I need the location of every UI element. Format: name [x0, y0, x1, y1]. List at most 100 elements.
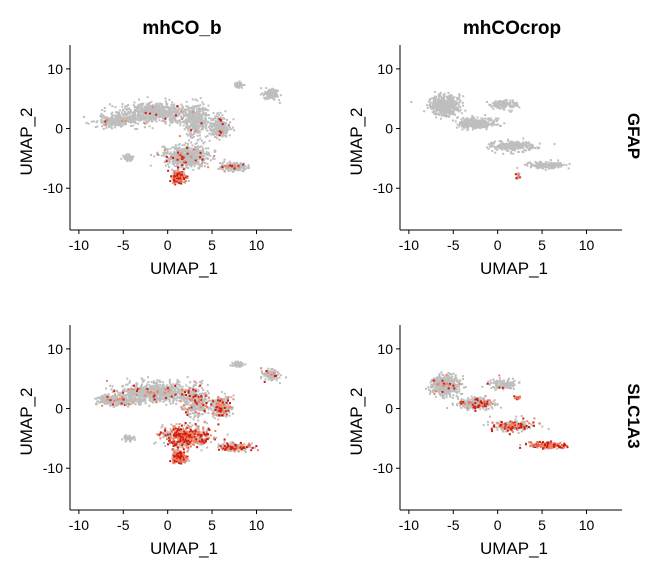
cell-point	[536, 147, 539, 150]
cell-point	[124, 106, 127, 109]
cell-point	[130, 387, 132, 390]
cell-point	[502, 142, 505, 145]
cell-point	[204, 135, 207, 138]
cell-point	[219, 167, 222, 170]
cell-point	[488, 119, 491, 122]
cell-point	[151, 388, 154, 391]
cell-point	[126, 112, 129, 115]
cell-point	[207, 126, 210, 129]
cell-point	[445, 103, 448, 106]
cell-point	[142, 109, 145, 112]
cell-point	[458, 121, 461, 124]
cell-point	[179, 385, 182, 388]
cell-point	[130, 390, 133, 392]
cell-point	[134, 108, 137, 111]
cell-point	[162, 393, 165, 396]
expressing-cell-point	[186, 175, 189, 178]
cell-point	[184, 147, 187, 149]
cell-point	[472, 128, 474, 131]
cell-point	[519, 147, 522, 150]
cell-point	[171, 177, 174, 179]
cell-point	[159, 396, 162, 399]
cell-point	[188, 107, 191, 110]
cell-point	[150, 397, 153, 400]
cell-point	[240, 163, 243, 166]
cell-point	[143, 399, 146, 402]
cell-point	[96, 125, 99, 128]
cell-point	[156, 106, 159, 109]
cell-point	[493, 142, 495, 145]
cell-point	[557, 159, 560, 162]
cell-point	[487, 123, 490, 126]
cell-point	[150, 381, 153, 383]
cell-point	[216, 112, 219, 115]
cell-point	[190, 147, 193, 150]
cell-point	[442, 101, 445, 104]
cell-point	[224, 110, 227, 113]
cell-point	[159, 102, 162, 105]
cell-point	[199, 97, 202, 99]
cell-point	[504, 99, 507, 102]
y-tick-label: -10	[43, 180, 63, 196]
cell-point	[133, 120, 135, 123]
cell-point	[502, 107, 505, 110]
cell-point	[145, 117, 148, 120]
cell-point	[192, 117, 195, 120]
cell-point	[160, 103, 163, 106]
expressing-cell-point	[184, 181, 186, 184]
cell-point	[171, 121, 174, 124]
cell-point	[534, 147, 536, 149]
cell-point	[264, 91, 267, 94]
cell-point	[445, 115, 448, 118]
cell-point	[464, 125, 466, 128]
cell-point	[239, 166, 242, 168]
cell-point	[449, 99, 451, 102]
expressing-cell-point	[143, 122, 146, 124]
cell-point	[557, 166, 560, 169]
cell-point	[200, 139, 203, 142]
cell-point	[487, 121, 489, 124]
cell-point	[451, 101, 454, 104]
cell-point	[491, 124, 494, 127]
expressing-cell-point	[201, 158, 204, 161]
expressing-cell-point	[199, 156, 202, 159]
cell-point	[482, 123, 485, 126]
cell-point	[467, 119, 470, 122]
cell-point	[177, 114, 180, 117]
cell-point	[182, 154, 185, 157]
cell-point	[432, 103, 435, 106]
cell-point	[199, 137, 202, 140]
cell-point	[128, 111, 131, 113]
cell-point	[538, 142, 541, 145]
cell-point	[152, 118, 155, 121]
cell-point	[455, 106, 458, 109]
cell-point	[490, 143, 493, 146]
cell-point	[447, 91, 450, 94]
cell-point	[146, 121, 149, 124]
cell-point	[192, 108, 195, 111]
cell-point	[122, 384, 125, 387]
cell-point	[140, 110, 143, 113]
cell-point	[423, 110, 426, 113]
cell-point	[111, 127, 113, 130]
cell-point	[162, 385, 165, 388]
cell-point	[269, 88, 272, 91]
cell-point	[239, 84, 242, 86]
cell-point	[497, 144, 500, 147]
cell-point	[162, 400, 165, 403]
cell-point	[179, 393, 182, 395]
cell-point	[140, 107, 143, 110]
cell-point	[196, 108, 199, 111]
cell-point	[240, 166, 243, 169]
cell-point	[530, 144, 533, 146]
cell-point	[121, 105, 124, 108]
cell-point	[437, 108, 440, 111]
cell-point	[171, 146, 174, 149]
cell-point	[545, 165, 548, 168]
cell-point	[181, 105, 184, 108]
cell-point	[535, 161, 538, 164]
cell-point	[192, 105, 195, 108]
cell-point	[192, 124, 195, 127]
cell-point	[443, 95, 446, 98]
cell-point	[168, 124, 171, 127]
